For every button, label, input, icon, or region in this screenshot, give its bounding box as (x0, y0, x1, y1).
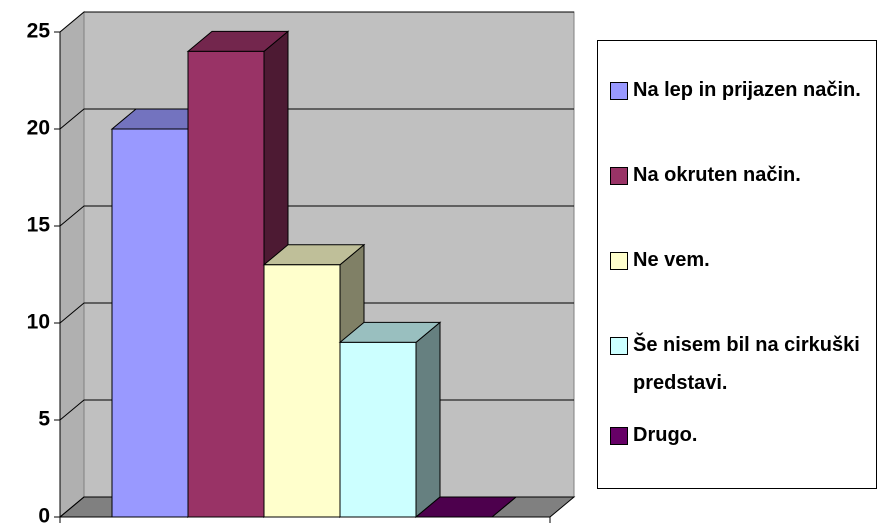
legend-swatch (610, 337, 628, 355)
side-wall (59, 10, 85, 519)
grid-line (59, 108, 574, 130)
legend: Na lep in prijazen način. Na okruten nači… (597, 40, 877, 489)
legend-label: Ne vem. (633, 249, 710, 271)
chart: 0 5 10 15 20 25 (27, 10, 576, 528)
legend-entry: Na lep in prijazen način. (610, 71, 878, 109)
bar (187, 50, 265, 518)
grid-line (59, 302, 574, 324)
legend-entry: Še nisem bil na cirkuški predstavi. (610, 326, 878, 402)
grid-line (59, 205, 574, 227)
legend-swatch (610, 427, 628, 445)
bar (111, 128, 189, 518)
y-tick-label: 5 (38, 408, 50, 431)
bar-top (414, 496, 518, 518)
legend-swatch (610, 252, 628, 270)
legend-entry: Drugo. (610, 416, 878, 454)
legend-label: Še nisem bil na cirkuški predstavi. (633, 334, 860, 394)
legend-label: Na okruten način. (633, 164, 801, 186)
legend-swatch (610, 167, 628, 185)
bar-side (415, 321, 441, 519)
y-tick-label: 20 (27, 117, 50, 140)
y-tick-label: 10 (27, 311, 50, 334)
bar (263, 264, 341, 518)
grid-line (59, 11, 574, 33)
legend-label: Na lep in prijazen način. (633, 79, 861, 101)
bar (339, 341, 417, 518)
y-tick-label: 15 (27, 214, 51, 237)
legend-entry: Na okruten način. (610, 156, 878, 194)
y-tick-label: 25 (27, 20, 51, 43)
legend-label: Drugo. (633, 424, 698, 446)
y-tick-label: 0 (38, 505, 50, 528)
legend-entry: Ne vem. (610, 241, 878, 279)
legend-swatch (610, 82, 628, 100)
